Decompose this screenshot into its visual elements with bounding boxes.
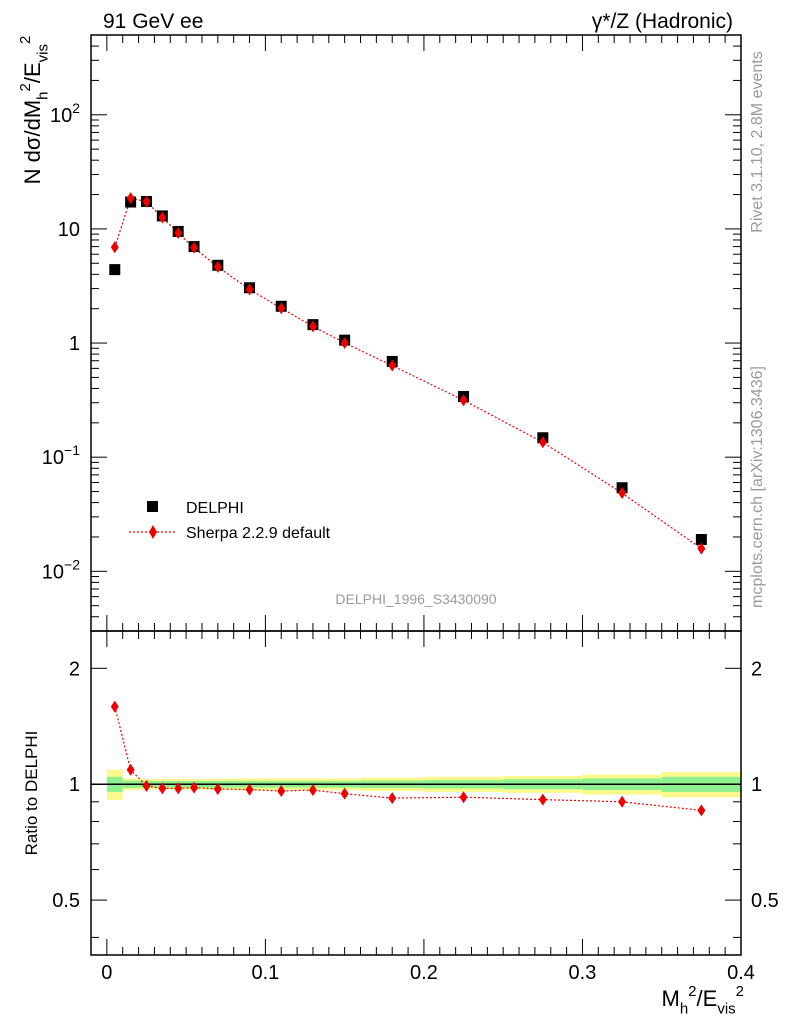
- sherpa-ratio-point: [158, 782, 167, 795]
- mcplots-label: mcplots.cern.ch [arXiv:1306.3436]: [749, 366, 766, 608]
- sherpa-point: [190, 241, 199, 254]
- sherpa-ratio-line: [114, 706, 702, 811]
- x-axis-label: Mh2/Evis2: [662, 983, 745, 1018]
- sherpa-point: [538, 436, 547, 449]
- ratio-y-tick-label-right: 1: [751, 774, 762, 796]
- x-tick-label: 0.2: [410, 962, 438, 984]
- ratio-plot-frame: [90, 630, 742, 956]
- sherpa-point: [697, 542, 706, 555]
- sherpa-point: [142, 195, 151, 208]
- legend-delphi-marker: [147, 501, 158, 512]
- delphi-point: [109, 264, 121, 276]
- legend-delphi-label: DELPHI: [186, 500, 244, 517]
- sherpa-point: [158, 211, 167, 224]
- legend: DELPHI Sherpa 2.2.9 default: [129, 500, 331, 542]
- sherpa-ratio-point: [277, 785, 286, 798]
- ratio-y-tick-label-left: 0.5: [52, 890, 80, 912]
- x-tick-label: 0.4: [727, 962, 755, 984]
- sherpa-ratio-point: [174, 782, 183, 795]
- sherpa-ratio-point: [110, 700, 119, 713]
- right-title: γ*/Z (Hadronic): [592, 10, 733, 33]
- sherpa-point: [618, 487, 627, 500]
- ratio-panel: 0.5 0.5 1 1 2 2 0 0.1 0.2 0.3 0.4: [52, 630, 779, 984]
- sherpa-point: [126, 192, 135, 205]
- sherpa-ratio-point: [142, 779, 151, 792]
- sherpa-point: [213, 260, 222, 273]
- sherpa-ratio-point: [190, 781, 199, 794]
- rivet-label: Rivet 3.1.10, 2.8M events: [749, 51, 766, 232]
- ratio-y-tick-label-left: 2: [69, 658, 80, 680]
- sherpa-ratio-point: [308, 784, 317, 797]
- sherpa-ratio-point: [213, 782, 222, 795]
- main-y-tick-label: 10: [58, 219, 80, 241]
- main-y-axis-label: N dσ/dMh2/Evis2: [17, 36, 52, 185]
- legend-sherpa-marker: [149, 525, 157, 539]
- sherpa-point: [245, 283, 254, 296]
- x-tick-label: 0.3: [569, 962, 597, 984]
- analysis-id-label: DELPHI_1996_S3430090: [335, 591, 496, 607]
- x-tick-label: 0.1: [251, 962, 279, 984]
- sherpa-point: [174, 227, 183, 240]
- x-tick-label: 0: [101, 962, 112, 984]
- ratio-y-tick-label-left: 1: [69, 774, 80, 796]
- main-y-tick-label: 10−1: [42, 442, 80, 469]
- delphi-point: [695, 534, 707, 546]
- sherpa-ratio-point: [618, 795, 627, 808]
- sherpa-point: [388, 359, 397, 372]
- sherpa-ratio-point: [388, 792, 397, 805]
- sherpa-point: [340, 337, 349, 350]
- sherpa-ratio-point: [126, 763, 135, 776]
- ratio-y-axis-label: Ratio to DELPHI: [22, 731, 41, 856]
- main-y-tick-label: 1: [69, 333, 80, 355]
- sherpa-point: [277, 302, 286, 315]
- main-panel: 10−2 10−1 1 10 102: [42, 34, 742, 632]
- sherpa-point: [110, 241, 119, 254]
- main-y-tick-label: 102: [50, 100, 80, 127]
- sherpa-ratio-point: [245, 783, 254, 796]
- legend-sherpa-label: Sherpa 2.2.9 default: [186, 525, 331, 542]
- sherpa-ratio-point: [340, 787, 349, 800]
- ratio-y-tick-label-right: 0.5: [751, 890, 779, 912]
- sherpa-series-line: [114, 197, 702, 550]
- sherpa-point: [459, 394, 468, 407]
- sherpa-point: [308, 320, 317, 333]
- left-title: 91 GeV ee: [103, 10, 203, 33]
- sherpa-ratio-point: [697, 804, 706, 817]
- main-y-tick-label: 10−2: [42, 556, 80, 583]
- sherpa-ratio-point: [538, 793, 547, 806]
- sherpa-ratio-point: [459, 791, 468, 804]
- ratio-y-tick-label-right: 2: [751, 658, 762, 680]
